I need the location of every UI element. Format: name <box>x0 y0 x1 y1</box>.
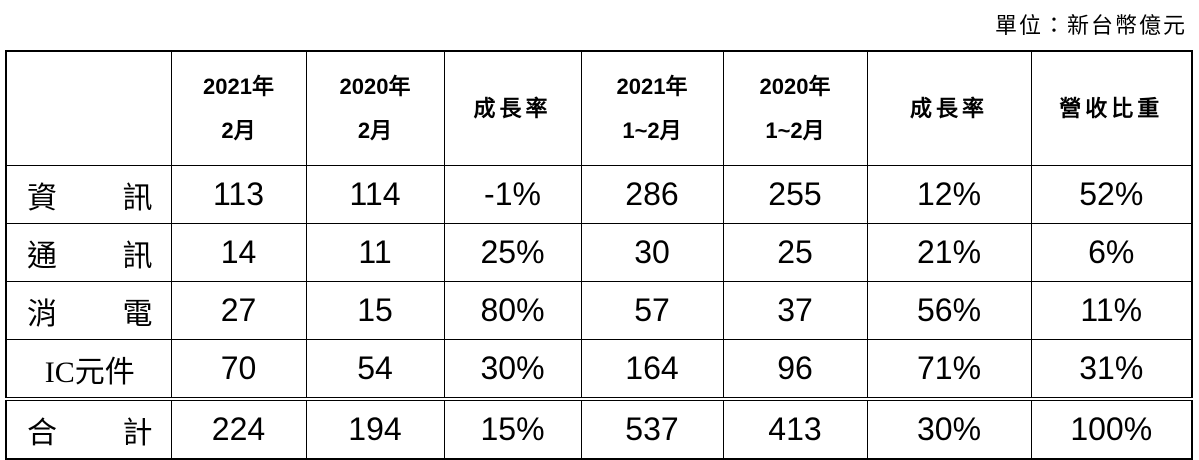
table-body: 資訊 113 114 -1% 286 255 12% 52% 通訊 14 11 25% 30 25 21% 6… <box>5 165 1193 460</box>
cell: 37 <box>722 281 868 340</box>
cell: 14 <box>170 223 307 282</box>
cell: 114 <box>305 165 445 224</box>
header-line: 成長率 <box>473 95 552 121</box>
header-row: 2021年 2月 2020年 2月 成長率 2021年 1~2月 2020年 1~2月 成長率 營收… <box>5 50 1193 166</box>
cell: 57 <box>580 281 724 340</box>
cell: 194 <box>305 397 445 460</box>
cell: 27 <box>170 281 307 340</box>
header-cell: 成長率 <box>866 50 1032 166</box>
header-line: 1~2月 <box>765 117 825 143</box>
cell: 413 <box>722 397 868 460</box>
cell: 224 <box>170 397 307 460</box>
cell: 11% <box>1030 281 1193 340</box>
cell: 30% <box>443 339 582 400</box>
cell: 113 <box>170 165 307 224</box>
header-line: 營收比重 <box>1059 95 1164 121</box>
row-label: 合計 <box>5 397 172 460</box>
revenue-table: 2021年 2月 2020年 2月 成長率 2021年 1~2月 2020年 1~2月 成長率 營收… <box>5 50 1193 460</box>
row-label: 消電 <box>5 281 172 340</box>
cell: 71% <box>866 339 1032 400</box>
cell: 54 <box>305 339 445 400</box>
data-row: 資訊 113 114 -1% 286 255 12% 52% <box>5 165 1193 224</box>
cell: 15 <box>305 281 445 340</box>
cell: 96 <box>722 339 868 400</box>
cell: 12% <box>866 165 1032 224</box>
unit-note: 單位：新台幣億元 <box>994 13 1187 38</box>
cell: 25 <box>722 223 868 282</box>
cell: 6% <box>1030 223 1193 282</box>
row-label: IC元件 <box>5 339 172 400</box>
header-line: 2月 <box>357 117 393 143</box>
header-cell: 營收比重 <box>1030 50 1193 166</box>
cell: 537 <box>580 397 724 460</box>
cell: 80% <box>443 281 582 340</box>
header-cell: 2020年 2月 <box>305 50 445 166</box>
header-line: 2021年 <box>616 73 688 99</box>
cell: 286 <box>580 165 724 224</box>
header-line: 成長率 <box>909 95 988 121</box>
cell: 30 <box>580 223 724 282</box>
header-line: 2020年 <box>339 73 411 99</box>
header-line: 2020年 <box>759 73 831 99</box>
header-cell: 成長率 <box>443 50 582 166</box>
data-row: 消電 27 15 80% 57 37 56% 11% <box>5 281 1193 340</box>
cell: 70 <box>170 339 307 400</box>
header-line: 2021年 <box>203 73 274 99</box>
header-cell: 2020年 1~2月 <box>722 50 868 166</box>
header-line: 1~2月 <box>622 117 682 143</box>
cell: 164 <box>580 339 724 400</box>
cell: 11 <box>305 223 445 282</box>
cell: 52% <box>1030 165 1193 224</box>
header-cell: 2021年 2月 <box>170 50 307 166</box>
cell: 21% <box>866 223 1032 282</box>
header-cell <box>5 50 172 166</box>
cell: 56% <box>866 281 1032 340</box>
data-row: IC元件 70 54 30% 164 96 71% 31% <box>5 339 1193 400</box>
cell: 15% <box>443 397 582 460</box>
header-cell: 2021年 1~2月 <box>580 50 724 166</box>
row-label: 資訊 <box>5 165 172 224</box>
data-row: 通訊 14 11 25% 30 25 21% 6% <box>5 223 1193 282</box>
total-row: 合計 224 194 15% 537 413 30% 100% <box>5 397 1193 460</box>
header-line: 2月 <box>221 117 256 143</box>
row-label: 通訊 <box>5 223 172 282</box>
cell: 255 <box>722 165 868 224</box>
cell: 25% <box>443 223 582 282</box>
cell: -1% <box>443 165 582 224</box>
cell: 31% <box>1030 339 1193 400</box>
cell: 100% <box>1030 397 1193 460</box>
cell: 30% <box>866 397 1032 460</box>
